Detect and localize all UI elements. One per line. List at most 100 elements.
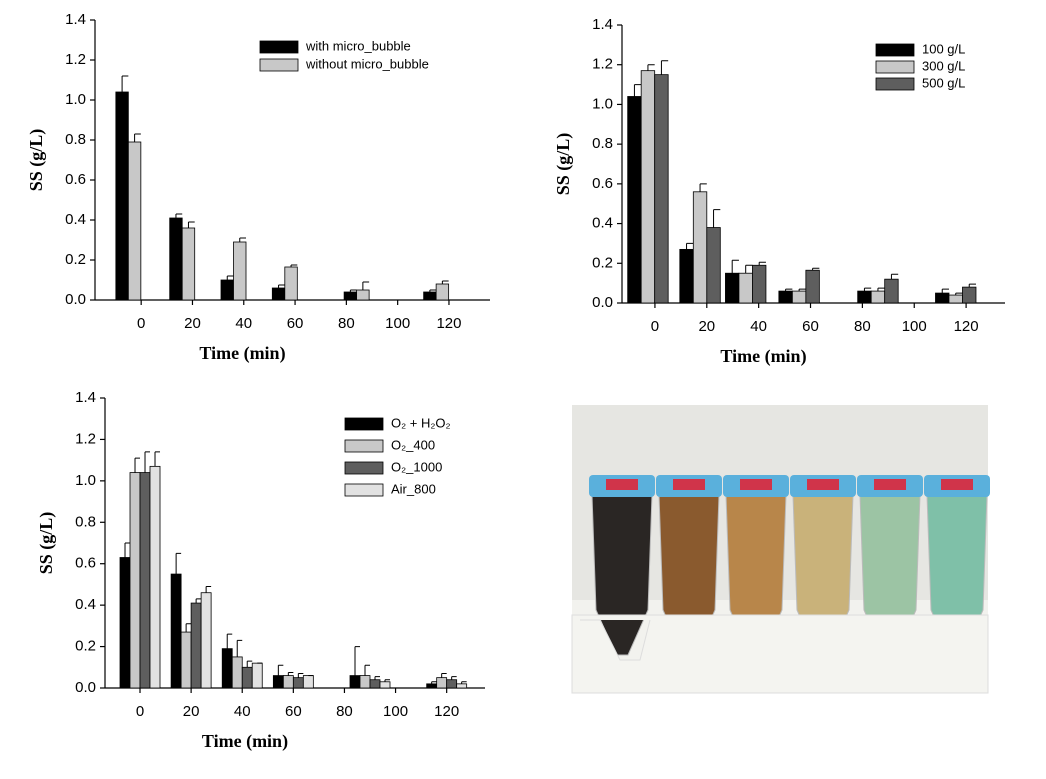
error-bar [633,84,642,97]
error-bar [290,264,298,267]
x-tick-label: 40 [750,318,767,335]
error-bar [134,457,141,473]
bar [436,677,448,689]
legend-label: 500 g/L [922,75,965,90]
bar [302,675,314,689]
bar [271,287,286,301]
x-tick-label: 0 [651,318,659,335]
error-bar [713,209,721,228]
bar [115,91,129,301]
y-tick-label: 0.4 [592,215,613,232]
x-tick-label: 0 [137,315,145,332]
cap-label [740,479,772,490]
error-bar [175,552,182,575]
legend-label: O₂_400 [391,437,435,452]
error-bar [699,183,707,192]
error-bar [278,284,285,288]
error-bar [144,451,151,473]
legend-swatch [259,58,299,72]
error-bar [451,676,457,680]
x-tick-label: 100 [385,315,410,332]
bar [426,683,438,689]
bar [149,465,161,689]
bar [435,283,450,301]
legend-label: O₂_1000 [391,459,442,474]
bar [251,662,263,689]
error-bar [195,598,202,604]
bar [692,191,708,304]
bar [139,472,151,689]
y-tick-label: 1.4 [75,389,96,406]
y-tick-label: 1.2 [592,56,613,73]
y-tick-label: 0.2 [592,254,613,271]
bar [706,227,721,304]
error-bar [461,681,467,684]
legend-swatch [344,483,384,497]
error-bar [660,60,669,75]
bar [233,241,247,301]
error-bar [187,221,195,228]
bar [738,272,753,304]
bar [948,294,963,304]
bar [962,286,977,304]
x-tick-label: 120 [434,703,459,720]
error-bar [384,679,391,682]
error-bar [287,671,294,676]
bar [181,227,196,301]
y-tick-label: 1.0 [592,95,613,112]
bar [343,291,358,301]
bar [241,666,253,689]
bar [220,279,234,301]
x-tick-label: 120 [954,318,979,335]
x-tick-label: 120 [436,315,461,332]
y-tick-label: 1.0 [65,91,86,108]
error-bar [226,633,233,649]
bar [870,290,886,304]
y-tick-label: 0.0 [65,291,86,308]
error-bar [785,288,793,292]
error-bar [226,275,234,280]
bar [272,675,284,689]
error-bar [154,451,161,467]
x-tick-label: 60 [802,318,819,335]
bar [640,70,656,304]
error-bar [812,267,820,271]
bar [200,592,212,689]
y-tick-label: 1.0 [75,472,96,489]
error-bar [205,586,212,593]
x-axis-title: Time (min) [720,346,806,367]
error-bar [798,288,806,292]
cap-label [874,479,906,490]
x-tick-label: 20 [184,315,201,332]
y-tick-label: 0.4 [75,596,96,613]
error-bar [374,676,381,680]
legend-swatch [875,60,915,74]
y-tick-label: 0.8 [75,513,96,530]
error-bar [239,237,247,242]
error-bar [349,289,357,292]
bar [778,290,793,304]
error-bar [968,283,976,288]
error-bar [175,213,183,218]
legend-label: with micro_bubble [305,38,411,53]
bar [292,677,304,689]
error-bar [441,673,447,678]
legend-label: without micro_bubble [305,56,429,71]
error-bar [277,664,284,676]
y-axis-title: SS (g/L) [36,512,57,575]
error-bar [124,542,131,558]
bar [221,648,233,689]
legend-swatch [875,77,915,91]
x-tick-label: 100 [383,703,408,720]
bar [231,656,243,689]
bar [170,573,182,689]
x-tick-label: 20 [183,703,200,720]
bar [180,631,192,689]
error-bar [731,259,739,274]
bar [456,683,468,689]
legend-swatch [875,43,915,57]
bar [169,217,183,301]
x-tick-label: 40 [234,703,251,720]
error-bar [431,681,437,684]
